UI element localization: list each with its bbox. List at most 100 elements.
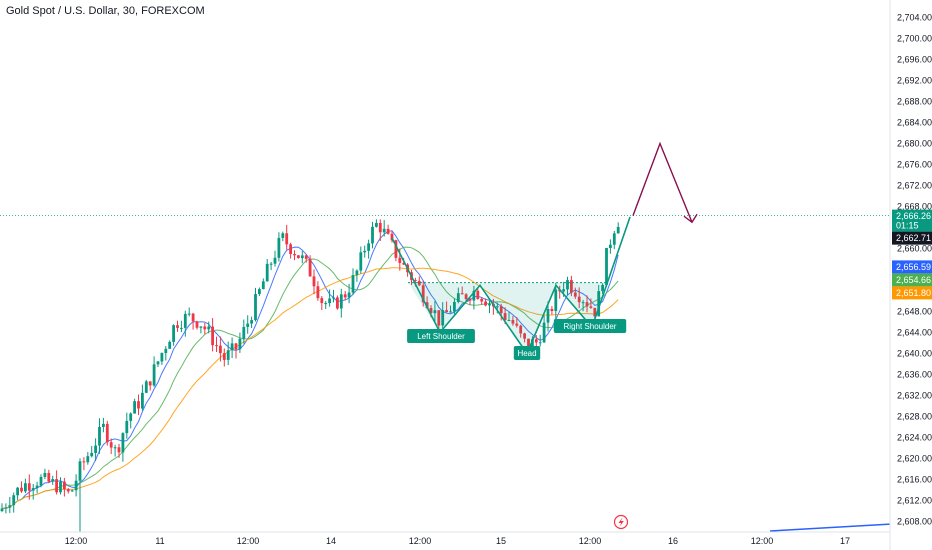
time-axis[interactable]: 12:00 11 12:00 14 12:00 15 12:00 16 12:00 17 xyxy=(65,536,850,546)
candle-body xyxy=(24,483,27,492)
candle-body xyxy=(542,322,546,343)
candle-body xyxy=(98,427,101,446)
candle-body xyxy=(445,310,448,313)
candle-body xyxy=(468,299,472,301)
candle-body xyxy=(203,326,207,330)
price-tag xyxy=(892,209,932,232)
candle-body xyxy=(336,297,339,309)
price-tag-countdown: 01:15 xyxy=(896,221,919,231)
candle-body xyxy=(187,313,191,315)
candle-body xyxy=(531,339,534,347)
candle-body xyxy=(47,472,51,482)
candle-body xyxy=(347,292,351,298)
candle-body xyxy=(246,323,250,327)
candle-body xyxy=(386,228,390,234)
candle-body xyxy=(390,233,394,241)
flash-icon[interactable] xyxy=(613,514,629,530)
left-shoulder-label: Left Shoulder xyxy=(417,332,465,341)
y-tick-label: 2,616.000 xyxy=(897,475,932,485)
candle-body xyxy=(507,320,511,322)
candle-body xyxy=(144,381,148,393)
y-tick-label: 2,612.000 xyxy=(897,496,932,506)
moving-average-line xyxy=(1,267,619,509)
candle-body xyxy=(129,413,133,421)
candle-body xyxy=(550,308,554,312)
candle-body xyxy=(562,289,565,292)
left-shoulder-label-box xyxy=(407,329,475,343)
candle-body xyxy=(464,294,468,300)
candle-body xyxy=(109,442,113,448)
candle-body xyxy=(534,339,538,343)
candle-body xyxy=(320,298,324,304)
y-tick-label: 2,688.000 xyxy=(897,97,932,107)
candle-body xyxy=(449,311,452,313)
candle-body xyxy=(293,254,296,256)
candle-body xyxy=(581,302,585,304)
candle-body xyxy=(495,306,499,308)
candle-body xyxy=(211,326,214,346)
candle-body xyxy=(515,323,519,326)
candle-body xyxy=(285,233,289,245)
candle-body xyxy=(593,307,597,317)
candle-body xyxy=(394,240,398,258)
candle-body xyxy=(367,243,370,251)
x-tick-label: 12:00 xyxy=(579,536,602,546)
candle-body xyxy=(484,301,487,306)
candle-body xyxy=(281,233,285,238)
price-tag-label: 2,651.80 xyxy=(896,288,931,298)
flash-icon-ring xyxy=(613,514,629,530)
x-tick-label: 12:00 xyxy=(409,536,432,546)
candle-body xyxy=(378,222,382,233)
price-tag-label: 2,666.26 xyxy=(896,211,931,221)
y-tick-label: 2,668.000 xyxy=(897,202,932,212)
y-tick-label: 2,648.000 xyxy=(897,307,932,317)
candle-body xyxy=(152,364,156,386)
candle-body xyxy=(4,507,8,509)
candle-body xyxy=(27,483,31,491)
candle-body xyxy=(273,257,277,264)
projection-arrow xyxy=(632,141,891,532)
candle-body xyxy=(421,285,425,303)
candle-body xyxy=(460,293,464,295)
candle-body xyxy=(433,310,437,314)
candle-body xyxy=(176,325,179,328)
chart-title: Gold Spot / U.S. Dollar, 30, FOREXCOM xyxy=(6,5,205,17)
candle-body xyxy=(238,338,242,350)
y-tick-label: 2,684.000 xyxy=(897,118,932,128)
candle-body xyxy=(566,280,569,290)
candle-body xyxy=(605,247,608,285)
candle-body xyxy=(375,222,378,227)
candle-body xyxy=(250,320,253,324)
candle-body xyxy=(402,262,406,265)
candle-body xyxy=(332,297,335,299)
price-tag xyxy=(892,273,932,287)
candle-body xyxy=(429,307,433,314)
y-tick-label: 2,624.000 xyxy=(897,433,932,443)
candle-body xyxy=(180,327,183,329)
candle-body xyxy=(63,481,66,490)
candle-body xyxy=(207,326,211,330)
candle-body xyxy=(304,255,308,259)
candle-body xyxy=(265,263,269,282)
y-tick-label: 2,644.000 xyxy=(897,328,932,338)
candle-body xyxy=(0,508,4,511)
right-shoulder-label-box xyxy=(553,319,627,333)
candle-body xyxy=(616,226,620,234)
candle-body xyxy=(289,244,292,255)
candle-body xyxy=(546,308,550,323)
candle-body xyxy=(480,298,484,302)
candle-body xyxy=(66,489,70,492)
y-tick-label: 2,680.000 xyxy=(897,139,932,149)
x-tick-label: 11 xyxy=(155,536,164,546)
price-tag-label: 2,654.66 xyxy=(896,275,931,285)
candle-body xyxy=(226,350,230,360)
y-tick-label: 2,608.000 xyxy=(897,517,932,527)
candle-body xyxy=(133,401,136,414)
candle-body xyxy=(538,342,542,344)
candle-body xyxy=(141,392,144,409)
candle-body xyxy=(55,479,58,493)
price-tag xyxy=(892,286,932,300)
